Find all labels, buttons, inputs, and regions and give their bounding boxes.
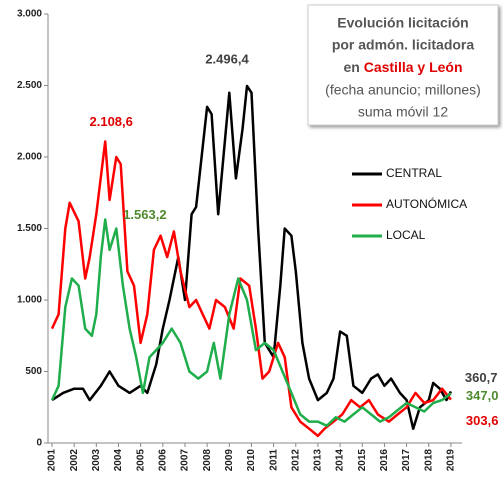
legend-label: LOCAL xyxy=(386,228,426,242)
title-line: en Castilla y León xyxy=(343,59,462,75)
y-tick-label: 3.000 xyxy=(17,9,42,20)
x-tick-label: 2015 xyxy=(357,449,368,472)
annotation: 2.496,4 xyxy=(205,51,249,66)
x-tick-label: 2004 xyxy=(113,449,124,472)
x-tick-label: 2010 xyxy=(246,449,257,472)
x-tick-label: 2013 xyxy=(313,449,324,472)
x-tick-label: 2018 xyxy=(423,449,434,472)
annotation: 360,7 xyxy=(465,370,498,385)
x-tick-label: 2012 xyxy=(290,449,301,472)
series-line xyxy=(50,218,452,428)
subtitle-line: suma móvil 12 xyxy=(358,104,448,120)
x-tick-label: 2017 xyxy=(401,449,412,472)
x-tick-label: 2009 xyxy=(224,449,235,472)
y-tick-label: 1.500 xyxy=(17,223,42,234)
x-tick-label: 2008 xyxy=(202,449,213,472)
x-tick-label: 2005 xyxy=(135,449,146,472)
y-tick-label: 0 xyxy=(36,438,42,449)
title-line: Evolución licitación xyxy=(337,15,468,31)
legend-label: AUTONÓMICA xyxy=(386,196,467,211)
annotation: 347,0 xyxy=(466,388,499,403)
title-line: por admón. licitadora xyxy=(332,37,475,53)
x-tick-label: 2007 xyxy=(180,449,191,472)
x-tick-label: 2011 xyxy=(268,449,279,471)
annotation: 2.108,6 xyxy=(90,114,133,129)
subtitle-line: (fecha anuncio; millones) xyxy=(325,82,481,98)
x-tick-label: 2002 xyxy=(69,449,80,472)
title-prefix: en xyxy=(343,59,363,75)
x-tick-label: 2016 xyxy=(379,449,390,472)
y-tick-label: 2.500 xyxy=(17,80,42,91)
y-tick-label: 500 xyxy=(25,366,42,377)
title-highlight: Castilla y León xyxy=(364,59,463,75)
x-tick-label: 2001 xyxy=(47,449,58,472)
y-tick-label: 1.000 xyxy=(17,295,42,306)
legend-label: CENTRAL xyxy=(386,166,442,180)
x-tick-label: 2014 xyxy=(335,449,346,472)
title-box xyxy=(307,4,499,126)
x-tick-label: 2003 xyxy=(91,449,102,472)
x-tick-label: 2019 xyxy=(446,449,457,472)
y-tick-label: 2.000 xyxy=(17,152,42,163)
plot-area: 0 500 1.000 1.500 2.000 2.500 3.000 2001 2002 200… xyxy=(17,9,462,472)
series-line xyxy=(50,140,452,438)
annotation: 1.563,2 xyxy=(123,207,166,222)
x-tick-label: 2006 xyxy=(157,449,168,472)
annotation: 303,6 xyxy=(466,413,499,428)
series-line xyxy=(51,84,453,430)
